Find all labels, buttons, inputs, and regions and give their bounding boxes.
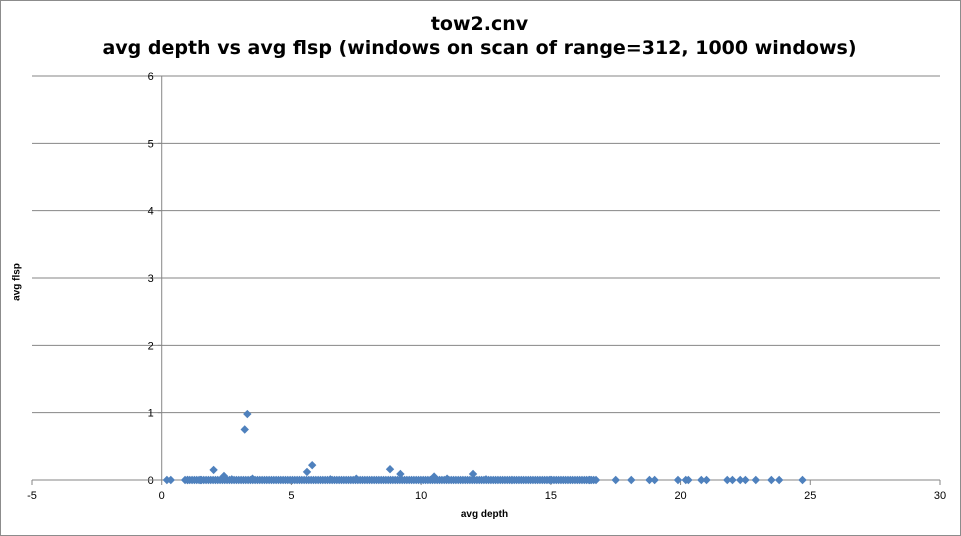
data-point (697, 475, 706, 485)
x-tick-label: 15 (545, 490, 557, 502)
x-tick-label: 5 (288, 490, 294, 502)
x-tick-label: 25 (804, 490, 816, 502)
data-point (627, 475, 636, 485)
data-point (183, 475, 192, 485)
data-point (352, 474, 361, 483)
data-point (585, 475, 594, 485)
data-point (209, 465, 218, 475)
y-tick-label: 6 (148, 71, 154, 83)
y-tick-label: 4 (148, 206, 154, 218)
chart-subtitle: avg depth vs avg flsp (windows on scan o… (102, 37, 857, 59)
x-axis-label-wrap: avg depth (0, 509, 961, 520)
data-point (702, 475, 711, 485)
data-point (798, 475, 807, 485)
y-tick-label: 3 (148, 273, 154, 285)
x-tick-label: 0 (159, 490, 165, 502)
x-tick-label: 10 (415, 490, 427, 502)
data-point (227, 475, 236, 484)
data-point (774, 475, 784, 485)
data-point (741, 475, 750, 485)
data-point (442, 474, 452, 483)
chart-title-block: tow2.cnv avg depth vs avg flsp (windows … (0, 12, 959, 60)
data-point (645, 475, 654, 485)
data-point (243, 409, 252, 419)
data-point (385, 465, 395, 474)
data-point (196, 475, 205, 485)
y-axis-label: avg flsp (11, 263, 23, 301)
data-point (546, 475, 556, 485)
data-point (429, 472, 439, 481)
data-point (302, 467, 312, 477)
x-axis-label: avg depth (460, 509, 509, 520)
data-point (728, 475, 737, 485)
data-point (767, 475, 776, 485)
data-point (166, 475, 175, 485)
data-point (736, 475, 745, 485)
chart-title: tow2.cnv (430, 13, 529, 35)
x-tick-label: 30 (934, 490, 946, 502)
data-point (611, 475, 620, 485)
data-point (507, 475, 517, 485)
y-tick-label: 2 (148, 340, 154, 352)
data-point (684, 475, 693, 485)
data-point (591, 475, 601, 485)
data-point (723, 475, 732, 485)
data-point (248, 474, 257, 483)
y-tick-label: 1 (148, 408, 154, 420)
x-tick-label: 20 (674, 490, 686, 502)
data-point (650, 475, 659, 485)
data-point (326, 475, 335, 484)
data-point (396, 469, 405, 479)
y-tick-label: 0 (148, 475, 154, 487)
data-point (219, 471, 229, 481)
data-point (751, 475, 761, 485)
data-point (673, 475, 683, 485)
data-point (481, 475, 491, 484)
y-tick-label: 5 (148, 138, 154, 150)
data-point (307, 460, 317, 470)
data-point (240, 425, 249, 434)
x-tick-label: -5 (27, 490, 37, 502)
data-point (468, 469, 478, 479)
